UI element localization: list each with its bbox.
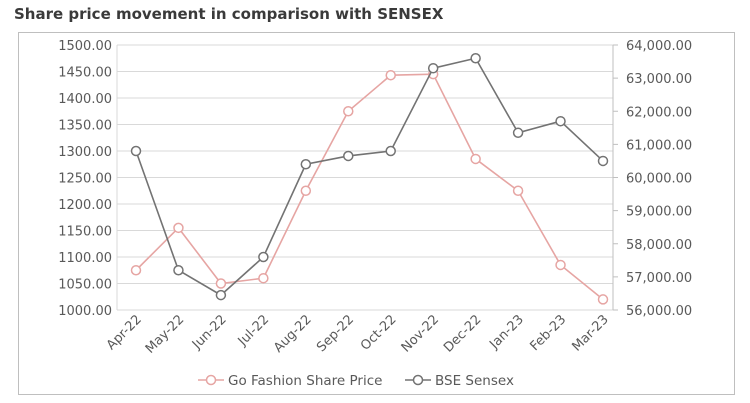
right-axis-tick-label: 62,000.00 <box>626 105 692 120</box>
x-axis-tick-label: Oct-22 <box>358 312 400 354</box>
legend-marker <box>205 374 217 386</box>
x-axis-tick-label: Jan-23 <box>486 312 527 353</box>
data-point <box>215 289 227 301</box>
chart-frame <box>18 32 735 395</box>
data-point <box>555 259 566 271</box>
left-axis-tick-label: 1050.00 <box>58 278 112 293</box>
data-point <box>512 127 524 139</box>
legend-item: BSE Sensex <box>405 373 514 389</box>
left-axis-ticks: 1000.00 1050.00 1100.00 1150.00 1200.00 1250.… <box>58 39 112 319</box>
data-point <box>343 150 354 162</box>
data-point <box>470 153 481 165</box>
data-point <box>130 265 142 276</box>
x-axis-tick-label: Nov-22 <box>399 312 442 355</box>
right-axis-tick-label: 56,000.00 <box>626 304 692 319</box>
data-point <box>258 251 269 263</box>
data-point <box>130 145 142 157</box>
right-axis-tick-label: 57,000.00 <box>626 271 692 286</box>
right-axis-tick-label: 64,000.00 <box>626 39 692 54</box>
left-axis-tick-label: 1500.00 <box>58 39 112 54</box>
data-point <box>300 185 312 196</box>
left-axis-tick-label: 1150.00 <box>58 225 112 240</box>
data-point <box>385 69 396 81</box>
legend: Go Fashion Share Price BSE Sensex <box>198 373 514 389</box>
left-axis-tick-label: 1200.00 <box>58 198 112 213</box>
x-axis-tick-label: Dec-22 <box>441 312 484 355</box>
data-point <box>173 265 184 276</box>
x-axis-tick-label: Sep-22 <box>314 312 357 355</box>
left-axis-tick-label: 1350.00 <box>58 119 112 134</box>
legend-marker <box>412 374 424 386</box>
x-axis-tick-label: Jun-22 <box>189 312 230 353</box>
x-axis-tick-label: Aug-22 <box>271 312 315 356</box>
data-point <box>173 222 184 234</box>
right-axis-tick-label: 59,000.00 <box>626 205 692 220</box>
series-line-2 <box>135 57 604 297</box>
data-point <box>258 272 269 284</box>
data-point <box>343 106 354 117</box>
x-axis-tick-label: Mar-23 <box>569 312 611 354</box>
series-group <box>130 53 609 305</box>
left-axis-tick-label: 1450.00 <box>58 66 112 81</box>
data-point <box>300 159 312 170</box>
data-point <box>597 155 609 167</box>
left-axis-tick-label: 1400.00 <box>58 92 112 107</box>
legend-label: Go Fashion Share Price <box>228 373 382 389</box>
legend-label: BSE Sensex <box>435 373 514 389</box>
x-axis-tick-label: Feb-23 <box>527 312 569 354</box>
data-point <box>597 294 609 305</box>
left-axis-tick-label: 1300.00 <box>58 145 112 160</box>
right-axis-tick-label: 60,000.00 <box>626 172 692 187</box>
right-axis-tick-label: 63,000.00 <box>626 72 692 87</box>
right-axis-ticks: 56,000.00 57,000.00 58,000.00 59,000.00 60,0… <box>626 39 692 319</box>
data-point <box>470 53 481 64</box>
left-axis-tick-label: 1100.00 <box>58 251 112 266</box>
data-point <box>512 185 524 196</box>
left-axis-tick-label: 1250.00 <box>58 172 112 187</box>
legend-item: Go Fashion Share Price <box>198 373 382 389</box>
chart-title: Share price movement in comparison with … <box>14 5 444 23</box>
left-axis-tick-label: 1000.00 <box>58 304 112 319</box>
data-point <box>215 278 227 289</box>
data-point <box>555 115 566 127</box>
x-axis-tick-label: Jul-22 <box>235 312 272 349</box>
right-axis-tick-label: 58,000.00 <box>626 238 692 253</box>
gridlines <box>116 44 618 311</box>
series-line-1 <box>135 73 604 301</box>
data-point <box>427 62 439 74</box>
x-axis-tick-label: May-22 <box>143 312 187 356</box>
right-axis-tick-label: 61,000.00 <box>626 138 692 153</box>
data-point <box>385 145 396 157</box>
